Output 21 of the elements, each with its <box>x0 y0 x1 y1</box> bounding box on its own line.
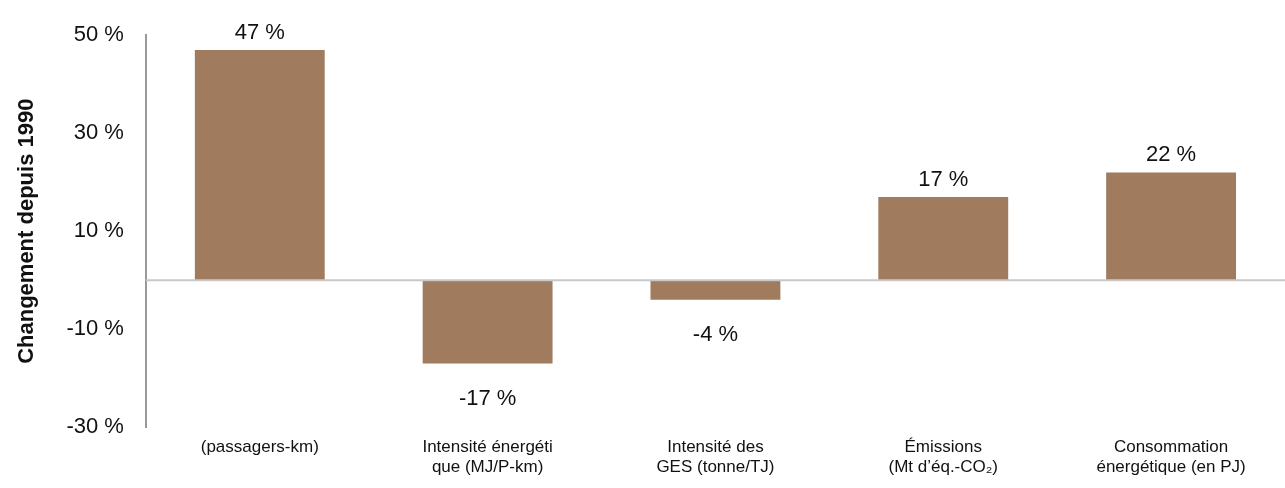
x-tick-label: (passagers-km) <box>200 437 319 457</box>
data-label: 17 % <box>918 165 969 191</box>
x-tick-label: Consommation énergétique (en PJ) <box>1096 437 1246 477</box>
y-tick-label: -10 % <box>66 315 124 341</box>
y-tick-label: 10 % <box>73 217 124 243</box>
y-tick-label: -30 % <box>66 413 124 439</box>
bar <box>650 280 781 300</box>
y-tick-label: 30 % <box>73 119 124 145</box>
y-axis-title: Changement depuis 1990 <box>13 98 39 364</box>
data-label: 47 % <box>234 18 285 44</box>
bar <box>878 196 1009 281</box>
x-tick-label: Émissions (Mt d’éq.-CO₂) <box>888 437 999 477</box>
bar <box>422 280 553 364</box>
data-label: -17 % <box>458 384 517 410</box>
bar <box>194 49 325 281</box>
x-tick-label: Intensité des GES (tonne/TJ) <box>656 437 775 477</box>
x-tick-label: Intensité énergéti que (MJ/P-km) <box>422 437 553 477</box>
y-tick-label: 50 % <box>73 21 124 47</box>
bar <box>1106 172 1237 281</box>
data-label: 22 % <box>1146 141 1197 167</box>
data-label: -4 % <box>692 320 739 346</box>
